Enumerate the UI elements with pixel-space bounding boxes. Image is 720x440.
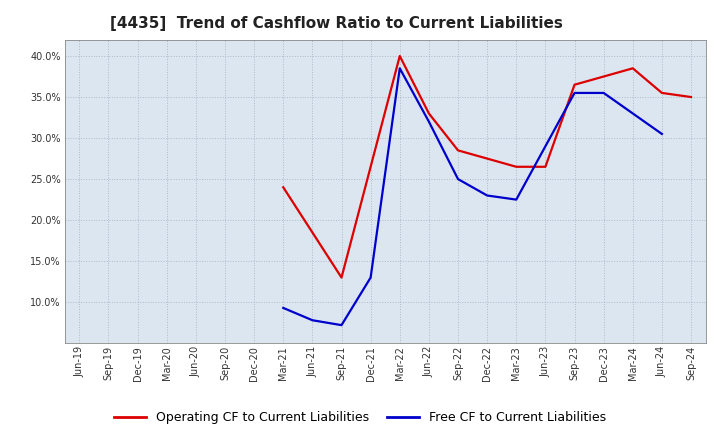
Legend: Operating CF to Current Liabilities, Free CF to Current Liabilities: Operating CF to Current Liabilities, Fre… [109, 407, 611, 429]
Text: [4435]  Trend of Cashflow Ratio to Current Liabilities: [4435] Trend of Cashflow Ratio to Curren… [109, 16, 562, 32]
